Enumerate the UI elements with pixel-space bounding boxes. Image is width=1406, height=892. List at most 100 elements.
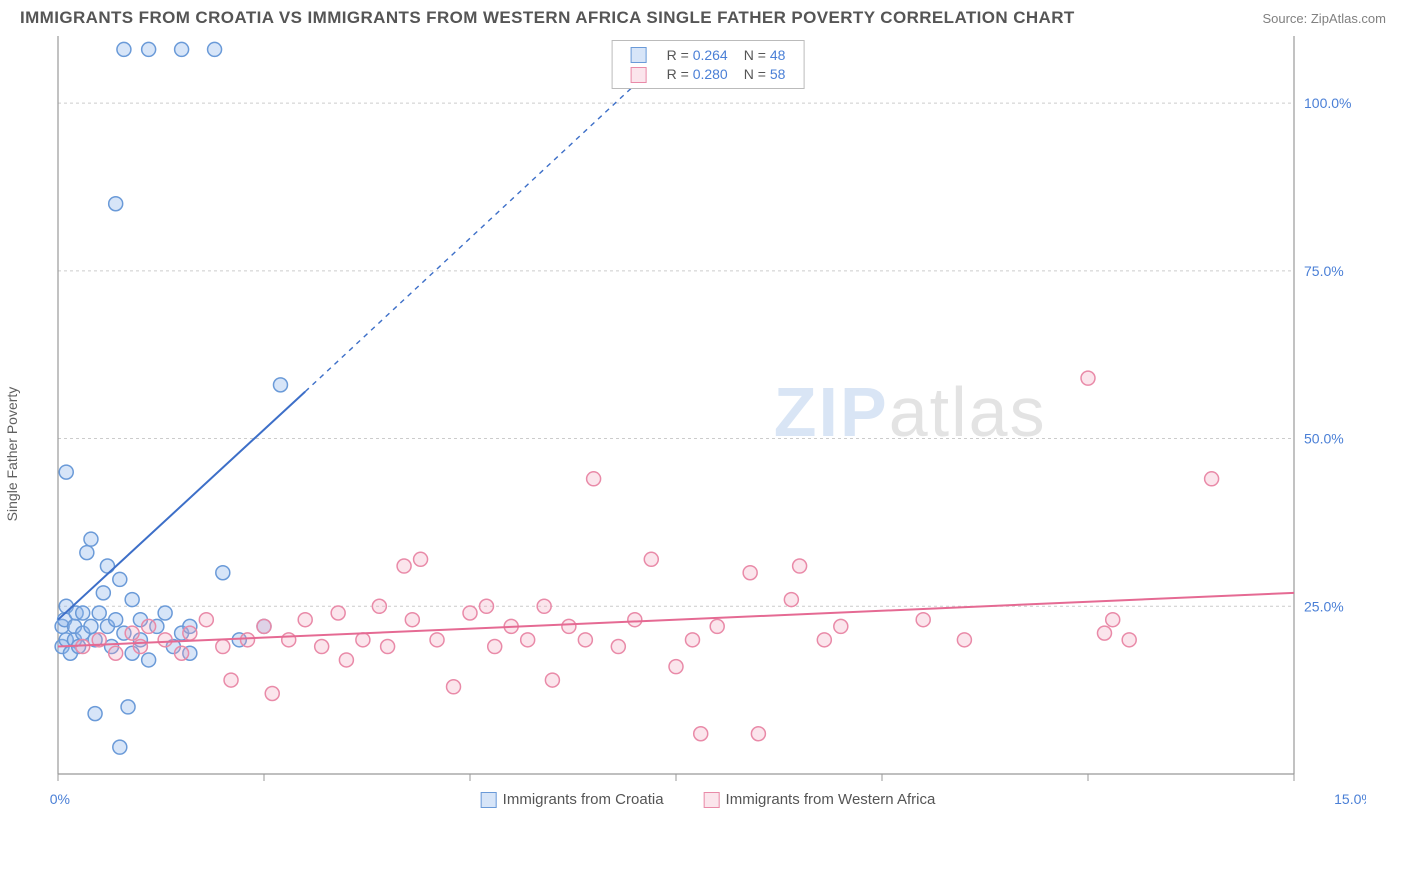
scatter-point <box>817 633 831 647</box>
scatter-point <box>751 727 765 741</box>
plot-area: 25.0%50.0%75.0%100.0%0.0%15.0% ZIPatlas … <box>50 32 1366 822</box>
scatter-point <box>158 633 172 647</box>
scatter-point <box>405 613 419 627</box>
scatter-point <box>545 673 559 687</box>
scatter-point <box>488 640 502 654</box>
scatter-point <box>109 646 123 660</box>
scatter-point <box>96 586 110 600</box>
scatter-point <box>76 606 90 620</box>
y-axis-label: Single Father Poverty <box>4 387 20 522</box>
ytick-label: 75.0% <box>1304 263 1344 279</box>
scatter-point <box>142 42 156 56</box>
scatter-point <box>315 640 329 654</box>
scatter-point <box>282 633 296 647</box>
scatter-point <box>578 633 592 647</box>
scatter-point <box>793 559 807 573</box>
scatter-point <box>84 532 98 546</box>
legend-swatch <box>481 792 497 808</box>
legend-n-value: 58 <box>770 66 786 82</box>
legend-swatch <box>631 47 647 63</box>
scatter-point <box>175 646 189 660</box>
scatter-point <box>587 472 601 486</box>
scatter-point <box>183 626 197 640</box>
source: Source: ZipAtlas.com <box>1262 11 1386 26</box>
scatter-point <box>100 559 114 573</box>
series-legend: Immigrants from Croatia Immigrants from W… <box>481 791 936 808</box>
scatter-point <box>109 197 123 211</box>
scatter-point <box>430 633 444 647</box>
scatter-point <box>216 566 230 580</box>
scatter-point <box>133 640 147 654</box>
legend-label: Immigrants from Croatia <box>503 791 664 808</box>
scatter-point <box>142 619 156 633</box>
scatter-point <box>216 640 230 654</box>
scatter-point <box>113 572 127 586</box>
scatter-point <box>117 42 131 56</box>
trend-line <box>58 392 305 620</box>
scatter-chart-svg: 25.0%50.0%75.0%100.0%0.0%15.0% <box>50 32 1366 822</box>
scatter-point <box>273 378 287 392</box>
scatter-point <box>158 606 172 620</box>
scatter-point <box>175 42 189 56</box>
scatter-point <box>339 653 353 667</box>
xtick-label: 15.0% <box>1334 791 1366 807</box>
scatter-point <box>669 660 683 674</box>
scatter-point <box>113 740 127 754</box>
legend-swatch <box>704 792 720 808</box>
scatter-point <box>125 593 139 607</box>
scatter-point <box>381 640 395 654</box>
scatter-point <box>224 673 238 687</box>
legend-n-label: N = 58 <box>736 64 794 83</box>
scatter-point <box>59 465 73 479</box>
scatter-point <box>142 653 156 667</box>
scatter-point <box>109 613 123 627</box>
title-bar: IMMIGRANTS FROM CROATIA VS IMMIGRANTS FR… <box>0 0 1406 32</box>
scatter-point <box>1122 633 1136 647</box>
scatter-point <box>628 613 642 627</box>
scatter-point <box>372 599 386 613</box>
scatter-point <box>479 599 493 613</box>
legend-r-value: 0.280 <box>693 66 728 82</box>
scatter-point <box>331 606 345 620</box>
ytick-label: 25.0% <box>1304 598 1344 614</box>
scatter-point <box>265 686 279 700</box>
scatter-point <box>92 606 106 620</box>
scatter-point <box>88 707 102 721</box>
scatter-point <box>397 559 411 573</box>
legend-r-label: R = 0.280 <box>659 64 736 83</box>
legend-label: Immigrants from Western Africa <box>726 791 936 808</box>
source-name: ZipAtlas.com <box>1311 11 1386 26</box>
ytick-label: 100.0% <box>1304 95 1351 111</box>
scatter-point <box>685 633 699 647</box>
scatter-point <box>562 619 576 633</box>
scatter-point <box>257 619 271 633</box>
scatter-point <box>710 619 724 633</box>
scatter-point <box>80 546 94 560</box>
scatter-point <box>784 593 798 607</box>
scatter-point <box>1205 472 1219 486</box>
scatter-point <box>834 619 848 633</box>
scatter-point <box>447 680 461 694</box>
scatter-point <box>414 552 428 566</box>
scatter-point <box>1081 371 1095 385</box>
scatter-point <box>694 727 708 741</box>
scatter-point <box>356 633 370 647</box>
scatter-point <box>644 552 658 566</box>
scatter-point <box>241 633 255 647</box>
trend-line-extrapolated <box>305 70 651 392</box>
legend-swatch <box>631 67 647 83</box>
legend-r-value: 0.264 <box>693 47 728 63</box>
source-label: Source: <box>1262 11 1310 26</box>
scatter-point <box>521 633 535 647</box>
legend-n-label: N = 48 <box>736 45 794 64</box>
scatter-point <box>916 613 930 627</box>
scatter-point <box>199 613 213 627</box>
legend-row: R = 0.280N = 58 <box>623 64 794 83</box>
scatter-point <box>537 599 551 613</box>
chart-title: IMMIGRANTS FROM CROATIA VS IMMIGRANTS FR… <box>20 8 1075 28</box>
scatter-point <box>1097 626 1111 640</box>
legend-item: Immigrants from Croatia <box>481 791 664 808</box>
scatter-point <box>208 42 222 56</box>
scatter-point <box>84 619 98 633</box>
scatter-point <box>298 613 312 627</box>
